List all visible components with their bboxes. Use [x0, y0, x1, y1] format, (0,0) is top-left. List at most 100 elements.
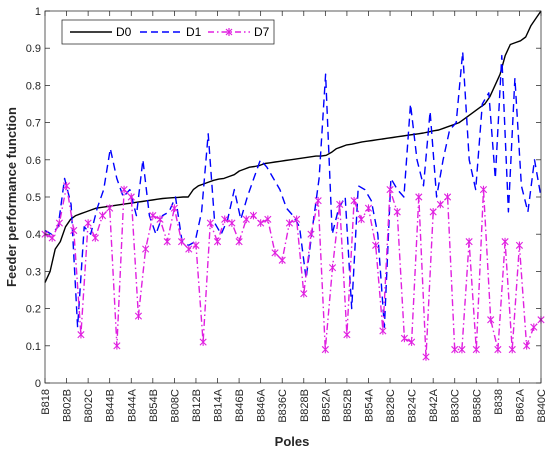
- x-tick-label: B828C: [385, 389, 397, 423]
- series-point-d7: [393, 208, 401, 216]
- y-tick-label: 0.6: [26, 155, 41, 167]
- series-d7: [41, 182, 545, 361]
- x-tick-label: B846A: [256, 388, 268, 422]
- x-tick-label: B812B: [191, 389, 203, 422]
- series-point-d7: [98, 211, 107, 220]
- series-line-d0: [44, 10, 542, 283]
- x-axis-title: Poles: [275, 434, 310, 449]
- series-point-d7: [501, 237, 509, 246]
- series-point-d7: [221, 215, 229, 224]
- series-point-d7: [278, 256, 286, 265]
- series-point-d7: [257, 219, 265, 227]
- series-point-d7: [235, 237, 243, 246]
- x-tick-label: B830C: [450, 389, 462, 423]
- series-point-d7: [192, 241, 200, 250]
- series-point-d7: [206, 219, 214, 227]
- x-tick-label: B838: [493, 389, 505, 415]
- x-tick-label: B854B: [148, 389, 160, 422]
- y-tick-label: 0.3: [26, 266, 41, 278]
- series-point-d7: [372, 241, 380, 250]
- series-point-d7: [120, 185, 128, 194]
- series-point-d7: [91, 234, 99, 242]
- series-point-d7: [422, 353, 430, 361]
- axes: 0 0.1 0.2 0.3 0.4 0.5 0.6 0.7 0.8 0.9 1 B818 B802B B8…: [26, 6, 548, 423]
- series-point-d7: [357, 215, 365, 224]
- x-tick-label: B852B: [342, 389, 354, 422]
- series-point-d7: [285, 219, 293, 227]
- series-point-d7: [350, 196, 358, 205]
- series-point-d7: [62, 182, 71, 190]
- x-tick-label: B824C: [407, 389, 419, 423]
- series-point-d7: [213, 237, 222, 246]
- series-point-d7: [55, 219, 63, 227]
- y-tick-label: 0.1: [26, 341, 41, 353]
- series-point-d7: [127, 193, 135, 201]
- y-tick-label: 0.2: [26, 304, 41, 316]
- series-point-d7: [314, 196, 322, 205]
- x-tick-label: B828B: [299, 389, 311, 422]
- series-point-d7: [156, 215, 164, 224]
- series-point-d7: [364, 204, 373, 212]
- series-point-d7: [328, 263, 337, 272]
- x-tick-label: B852A: [320, 388, 332, 422]
- legend-label-d0: D0: [116, 25, 132, 39]
- series-point-d7: [465, 237, 473, 246]
- x-tick-label: B862A: [514, 388, 526, 422]
- series-point-d7: [336, 200, 344, 209]
- series-point-d7: [523, 342, 531, 350]
- series-point-d7: [300, 289, 308, 298]
- x-tick-label: B802B: [62, 389, 74, 422]
- series-point-d7: [443, 193, 452, 201]
- series-point-d7: [249, 211, 258, 220]
- x-tick-label: B846B: [234, 389, 246, 422]
- x-tick-label: B808C: [169, 389, 181, 423]
- series-point-d7: [458, 345, 466, 354]
- series-point-d7: [134, 312, 143, 320]
- series-point-d7: [149, 211, 157, 220]
- series-point-d7: [408, 338, 416, 346]
- series-point-d7: [228, 219, 236, 227]
- series-d0: [44, 10, 542, 283]
- series-point-d7: [415, 193, 423, 201]
- legend-label-d1: D1: [186, 25, 202, 39]
- series-point-d7: [70, 226, 78, 235]
- series-point-d7: [436, 200, 444, 209]
- series-point-d7: [77, 330, 85, 339]
- x-tick-label: B802C: [83, 389, 95, 423]
- series-point-d7: [343, 330, 351, 339]
- series-point-d7: [113, 342, 121, 350]
- series-point-d7: [48, 234, 56, 242]
- series-line-d7: [44, 185, 542, 358]
- series-point-d7: [185, 245, 193, 253]
- x-tick-label: B842A: [428, 388, 440, 422]
- series-point-d7: [429, 208, 437, 216]
- series-point-d7: [321, 345, 329, 354]
- series-point-d7: [142, 245, 150, 253]
- series-point-d7: [472, 345, 480, 354]
- y-tick-label: 1: [35, 6, 41, 18]
- x-tick-label: B844B: [105, 389, 117, 422]
- series-point-d7: [170, 204, 178, 212]
- series-point-d7: [242, 215, 250, 224]
- series-point-d7: [494, 345, 502, 354]
- x-tick-label: B814A: [213, 388, 225, 422]
- x-tick-label: B858C: [471, 389, 483, 423]
- series-point-d7: [163, 237, 171, 246]
- series-point-d7: [106, 204, 114, 212]
- series-point-d7: [199, 338, 207, 346]
- series-d1: [44, 51, 542, 328]
- series-point-d7: [307, 230, 315, 238]
- series-point-d7: [400, 334, 409, 343]
- x-tick-label: B844A: [126, 388, 138, 422]
- y-tick-label: 0.8: [26, 80, 41, 92]
- series-point-d7: [177, 237, 186, 246]
- series-point-d7: [386, 185, 394, 194]
- series-point-d7: [451, 345, 459, 354]
- series-point-d7: [530, 323, 538, 331]
- x-tick-label: B818: [40, 389, 52, 415]
- legend: D0 D1 D7: [61, 19, 275, 45]
- y-tick-label: 0.9: [26, 43, 41, 55]
- series-line-d1: [44, 51, 542, 328]
